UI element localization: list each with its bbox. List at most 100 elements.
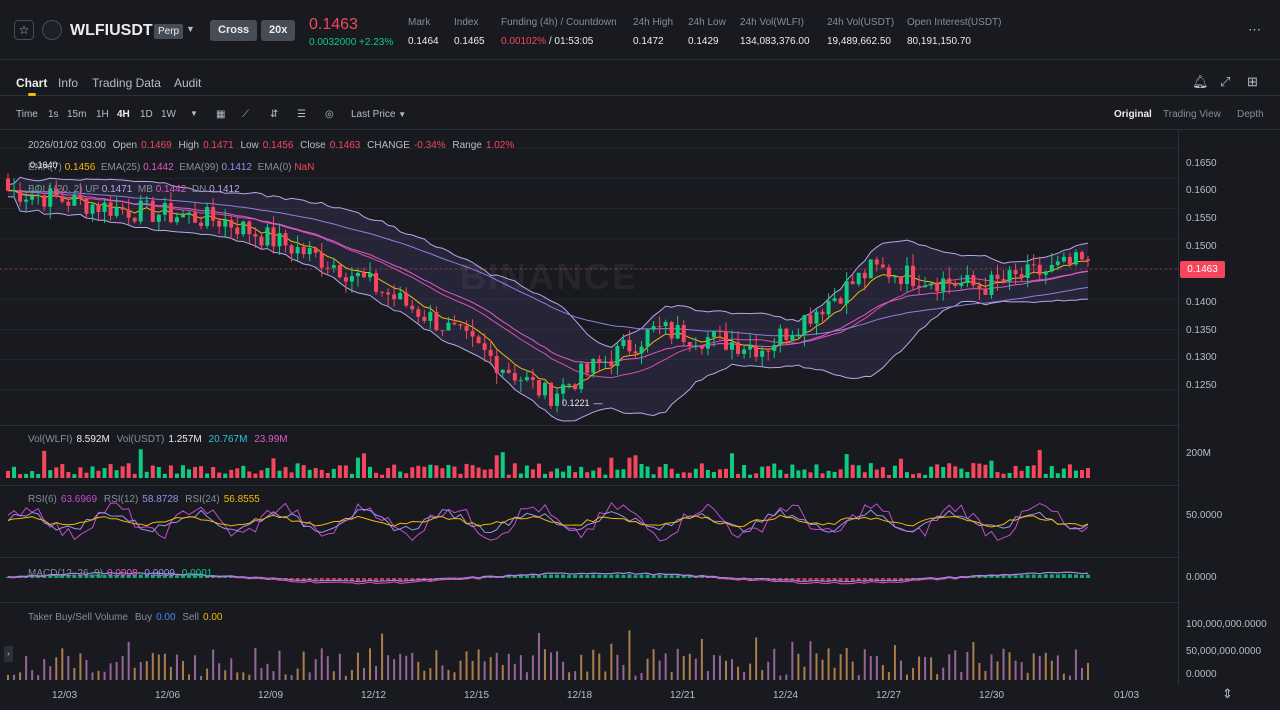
volume-bar	[241, 465, 246, 478]
taker-volume-bar	[429, 668, 432, 680]
taker-volume-bar	[43, 658, 46, 680]
taker-volume-bar	[477, 649, 480, 680]
macd-histogram-bar	[368, 578, 373, 581]
volume-bar	[168, 465, 173, 478]
macd-histogram-bar	[60, 575, 65, 578]
macd-histogram-bar	[211, 576, 216, 578]
tab-chart[interactable]: Chart	[16, 76, 48, 90]
date-axis-label: 12/27	[876, 690, 902, 701]
margin-mode-button[interactable]: Cross	[210, 20, 258, 41]
taker-volume-bar	[369, 648, 372, 680]
chevron-down-icon[interactable]: ▼	[186, 24, 195, 34]
collapse-panel-icon[interactable]: ›	[4, 646, 13, 662]
calendar-icon[interactable]: ▦	[216, 109, 226, 120]
view-trading-view[interactable]: Trading View	[1163, 109, 1221, 120]
interval-4h[interactable]: 4H	[117, 109, 130, 120]
target-icon[interactable]: ◎	[325, 109, 334, 120]
taker-volume-bar	[700, 638, 703, 680]
symbol-name[interactable]: WLFIUSDT	[70, 22, 153, 39]
candle-body	[187, 212, 192, 215]
candle-body	[470, 330, 475, 337]
volume-bar	[844, 454, 849, 478]
candle-body	[663, 322, 668, 327]
bell-icon[interactable]: 🔔︎	[1192, 74, 1209, 89]
tab-trading-data[interactable]: Trading Data	[92, 76, 161, 90]
tab-info[interactable]: Info	[58, 76, 79, 90]
tab-audit[interactable]: Audit	[174, 76, 202, 90]
volume-bar	[386, 468, 391, 478]
taker-volume-bar	[930, 657, 933, 680]
taker-volume-bar	[1056, 655, 1059, 680]
candle-body	[1031, 264, 1036, 266]
interval-1s[interactable]: 1s	[48, 109, 59, 120]
taker-volume-bar	[537, 632, 540, 680]
compare-icon[interactable]: ⇵	[270, 109, 279, 120]
volume-bar	[886, 474, 891, 478]
taker-volume-bar	[163, 653, 166, 680]
candle-body	[12, 189, 17, 191]
favorite-star-icon[interactable]: ☆	[14, 20, 34, 40]
macd-histogram-bar	[205, 576, 210, 578]
taker-volume-bar	[121, 656, 124, 680]
stat-mark: Mark 0.1464	[408, 17, 439, 47]
volume-bar	[651, 474, 656, 478]
volume-bar	[561, 471, 566, 478]
price-axis-label: 0.1500	[1186, 241, 1217, 252]
view-depth[interactable]: Depth	[1237, 109, 1264, 120]
candle-body	[983, 288, 988, 295]
price-source-select[interactable]: Last Price ▼	[351, 109, 407, 120]
macd-histogram-bar	[1043, 574, 1048, 578]
coin-logo	[42, 20, 62, 40]
candle-body	[1067, 256, 1072, 265]
candle-body	[500, 369, 505, 373]
macd-histogram-bar	[440, 578, 445, 580]
settings-list-icon[interactable]: ☰	[297, 109, 306, 120]
active-tab-indicator	[28, 93, 36, 96]
view-original[interactable]: Original	[1114, 109, 1152, 120]
taker-volume-bar	[936, 674, 939, 680]
expand-icon[interactable]: ⤢	[1220, 74, 1231, 89]
candle-body	[24, 199, 29, 202]
interval-1w[interactable]: 1W	[161, 109, 176, 120]
volume-bar	[36, 474, 41, 478]
candle-body	[627, 339, 632, 352]
taker-volume-bar	[169, 666, 172, 680]
grid-icon[interactable]: ⊞	[1247, 74, 1258, 89]
volume-bar	[235, 468, 240, 478]
scale-toggle-icon[interactable]: ⇕	[1222, 686, 1233, 701]
candle-body	[989, 274, 994, 295]
candle-body	[36, 195, 41, 197]
taker-volume-bar	[513, 663, 516, 680]
candle-body	[742, 349, 747, 354]
candle-body	[18, 189, 23, 202]
macd-histogram-bar	[90, 574, 95, 578]
volume-bar	[977, 463, 982, 478]
interval-1h[interactable]: 1H	[96, 109, 109, 120]
candle-body	[180, 214, 185, 218]
taker-volume-bar	[97, 670, 100, 680]
taker-volume-bar	[791, 641, 794, 680]
leverage-button[interactable]: 20x	[261, 20, 296, 41]
indicator-icon[interactable]: ⟋	[242, 109, 249, 120]
interval-dropdown-icon[interactable]: ▼	[190, 109, 198, 118]
candle-body	[404, 292, 409, 306]
volume-bar	[283, 467, 288, 478]
taker-volume-bar	[676, 648, 679, 680]
taker-volume-bar	[568, 672, 571, 680]
taker-volume-bar	[266, 663, 269, 680]
candle-body	[96, 204, 101, 213]
volume-bar	[832, 471, 837, 478]
more-options-icon[interactable]: ⋯	[1248, 22, 1262, 37]
macd-histogram-bar	[699, 576, 704, 578]
macd-histogram-bar	[114, 574, 119, 578]
candle-body	[241, 221, 246, 235]
interval-1d[interactable]: 1D	[140, 109, 153, 120]
interval-15m[interactable]: 15m	[67, 109, 87, 120]
taker-volume-bar	[731, 659, 734, 680]
candle-body	[977, 285, 982, 289]
volume-bar	[1043, 473, 1048, 478]
macd-histogram-bar	[120, 574, 125, 578]
macd-histogram-bar	[838, 578, 843, 582]
volume-bar	[464, 463, 469, 478]
